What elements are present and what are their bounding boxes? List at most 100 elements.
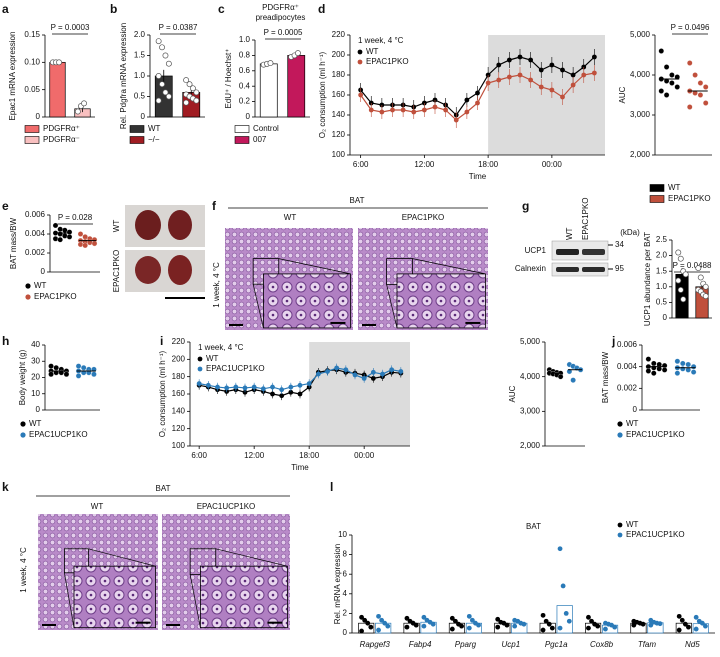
data-point: [563, 611, 569, 616]
data-point: [546, 621, 552, 627]
y-axis-label: Epac1 mRNA expression: [8, 32, 17, 121]
data-point: [400, 107, 406, 113]
data-point: [390, 107, 395, 113]
data-point: [159, 44, 165, 51]
y-tick-label: 220: [172, 337, 186, 346]
zoom-line: [252, 284, 264, 329]
y-tick-label: 1.0: [134, 71, 146, 80]
bar: [259, 63, 278, 118]
data-point: [485, 80, 491, 86]
data-point: [421, 614, 427, 620]
data-point: [379, 109, 385, 115]
data-point: [595, 623, 601, 629]
data-point: [658, 88, 665, 94]
bar: [287, 55, 306, 118]
data-point: [398, 369, 404, 374]
zoom-line: [88, 548, 156, 567]
y-tick-label: 20: [31, 373, 40, 382]
data-point: [362, 617, 368, 623]
data-point: [155, 73, 162, 79]
x-tick-label: 12:00: [244, 451, 265, 460]
y-tick-label: 10: [338, 530, 347, 539]
legend-marker: [617, 432, 623, 438]
data-point: [674, 358, 681, 364]
y-tick-label: 1.0: [656, 282, 668, 291]
data-point: [53, 364, 59, 371]
y-axis-label: BAT mass/BW: [601, 351, 610, 403]
zoom-line: [215, 548, 288, 567]
data-point: [586, 614, 591, 620]
image-title: BAT: [156, 484, 171, 493]
panel-label: j: [611, 334, 615, 348]
data-point: [512, 623, 518, 629]
y-tick-label: 180: [172, 372, 186, 381]
data-point: [52, 235, 59, 242]
y-axis-label: O₂ consumption (ml h⁻¹): [158, 350, 167, 437]
data-point: [695, 265, 702, 272]
data-point: [155, 97, 162, 104]
data-point: [297, 382, 303, 388]
data-point: [528, 57, 534, 63]
y-tick-label: 1.0: [239, 35, 251, 44]
y-tick-label: 120: [172, 424, 186, 433]
data-point: [669, 80, 675, 86]
y-tick-label: 0.006: [25, 210, 46, 219]
data-point: [165, 93, 172, 100]
panel-label: c: [218, 2, 225, 16]
data-point: [661, 367, 668, 373]
chart-title: preadipocytes: [256, 13, 306, 22]
data-point: [267, 60, 274, 67]
legend-marker: [197, 366, 203, 372]
data-point: [75, 363, 82, 369]
data-point: [675, 249, 682, 256]
legend-swatch: [129, 136, 145, 144]
band: [582, 267, 605, 272]
legend-label: EPAC1PKO: [34, 292, 77, 301]
data-point: [570, 82, 576, 88]
data-point: [682, 271, 689, 278]
data-point: [693, 614, 699, 620]
y-tick-label: 2: [343, 609, 348, 618]
legend-label: WT: [626, 419, 639, 428]
legend-label: EPAC1UCP1KO: [29, 430, 88, 439]
y-tick-label: 0.6: [239, 66, 251, 75]
x-axis-label: Time: [469, 172, 487, 181]
chart-title: BAT: [526, 522, 541, 531]
data-point: [693, 626, 699, 632]
legend-label: WT: [29, 419, 42, 428]
data-point: [260, 386, 266, 392]
data-point: [469, 617, 475, 623]
y-tick-label: 0.15: [24, 30, 40, 39]
data-point: [657, 621, 663, 627]
legend-swatch: [24, 136, 40, 144]
data-point: [91, 371, 97, 377]
legend-label: WT: [626, 520, 639, 529]
data-point: [205, 382, 211, 388]
data-point: [183, 77, 190, 84]
data-point: [233, 384, 239, 390]
data-point: [370, 369, 376, 375]
data-point: [288, 389, 294, 395]
y-tick-label: 100: [332, 150, 346, 159]
image-panels: WT EPAC1PKO BAT WT EPAC1PKO 1 week, 4 °C…: [19, 196, 640, 593]
y-tick-label: 4,000: [520, 372, 541, 381]
legend-marker: [25, 294, 31, 300]
x-tick-label: Pgc1a: [545, 640, 568, 649]
data-point: [80, 364, 87, 371]
band: [556, 267, 579, 272]
panel-label: h: [2, 334, 9, 348]
data-point: [186, 81, 193, 88]
y-tick-label: 1.5: [134, 51, 146, 60]
data-point: [77, 241, 84, 248]
data-point: [215, 384, 220, 390]
data-point: [453, 618, 458, 624]
data-point: [404, 615, 410, 621]
kda-label: 34: [615, 240, 624, 249]
y-tick-label: 10: [31, 389, 40, 398]
y-tick-label: 0.002: [25, 248, 46, 257]
data-point: [430, 621, 436, 627]
data-point: [380, 371, 385, 377]
y-tick-label: 5,000: [630, 30, 651, 39]
legend-label: WT: [34, 281, 47, 290]
x-tick-label: Ucp1: [501, 640, 520, 649]
